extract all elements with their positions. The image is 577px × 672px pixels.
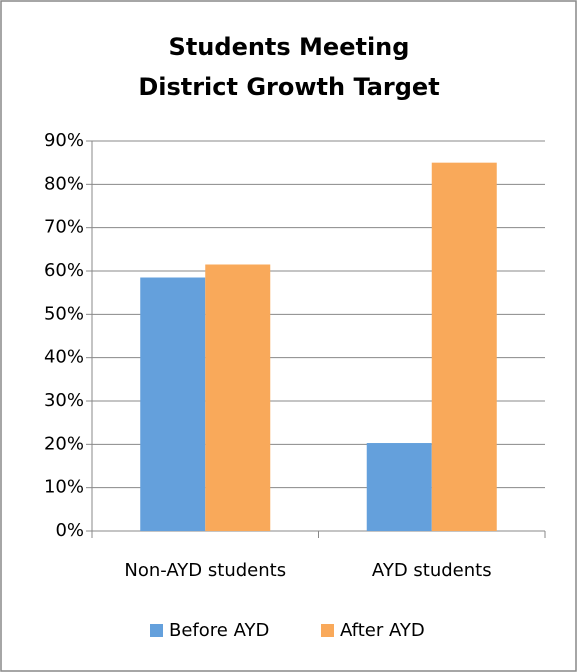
y-tick-label: 60%: [44, 260, 84, 281]
chart-title-line: Students Meeting: [169, 33, 410, 61]
chart-title-line: District Growth Target: [138, 73, 439, 101]
y-tick-label: 90%: [44, 130, 84, 151]
x-tick-label: AYD students: [372, 560, 492, 581]
y-tick-label: 20%: [44, 433, 84, 454]
legend-label: After AYD: [340, 620, 425, 641]
bar: [431, 162, 497, 531]
y-tick-label: 10%: [44, 477, 84, 498]
y-tick-label: 50%: [44, 303, 84, 324]
bar: [205, 264, 271, 531]
x-tick-label: Non-AYD students: [124, 560, 286, 581]
y-tick-label: 30%: [44, 390, 84, 411]
y-tick-label: 80%: [44, 173, 84, 194]
legend-swatch: [150, 624, 163, 637]
chart-title: Students Meeting District Growth Target: [138, 33, 439, 101]
y-tick-label: 0%: [55, 520, 84, 541]
y-tick-label: 40%: [44, 347, 84, 368]
bar: [140, 277, 206, 531]
legend-label: Before AYD: [169, 620, 269, 641]
bar: [366, 443, 432, 531]
legend-swatch: [321, 624, 334, 637]
y-tick-label: 70%: [44, 217, 84, 238]
